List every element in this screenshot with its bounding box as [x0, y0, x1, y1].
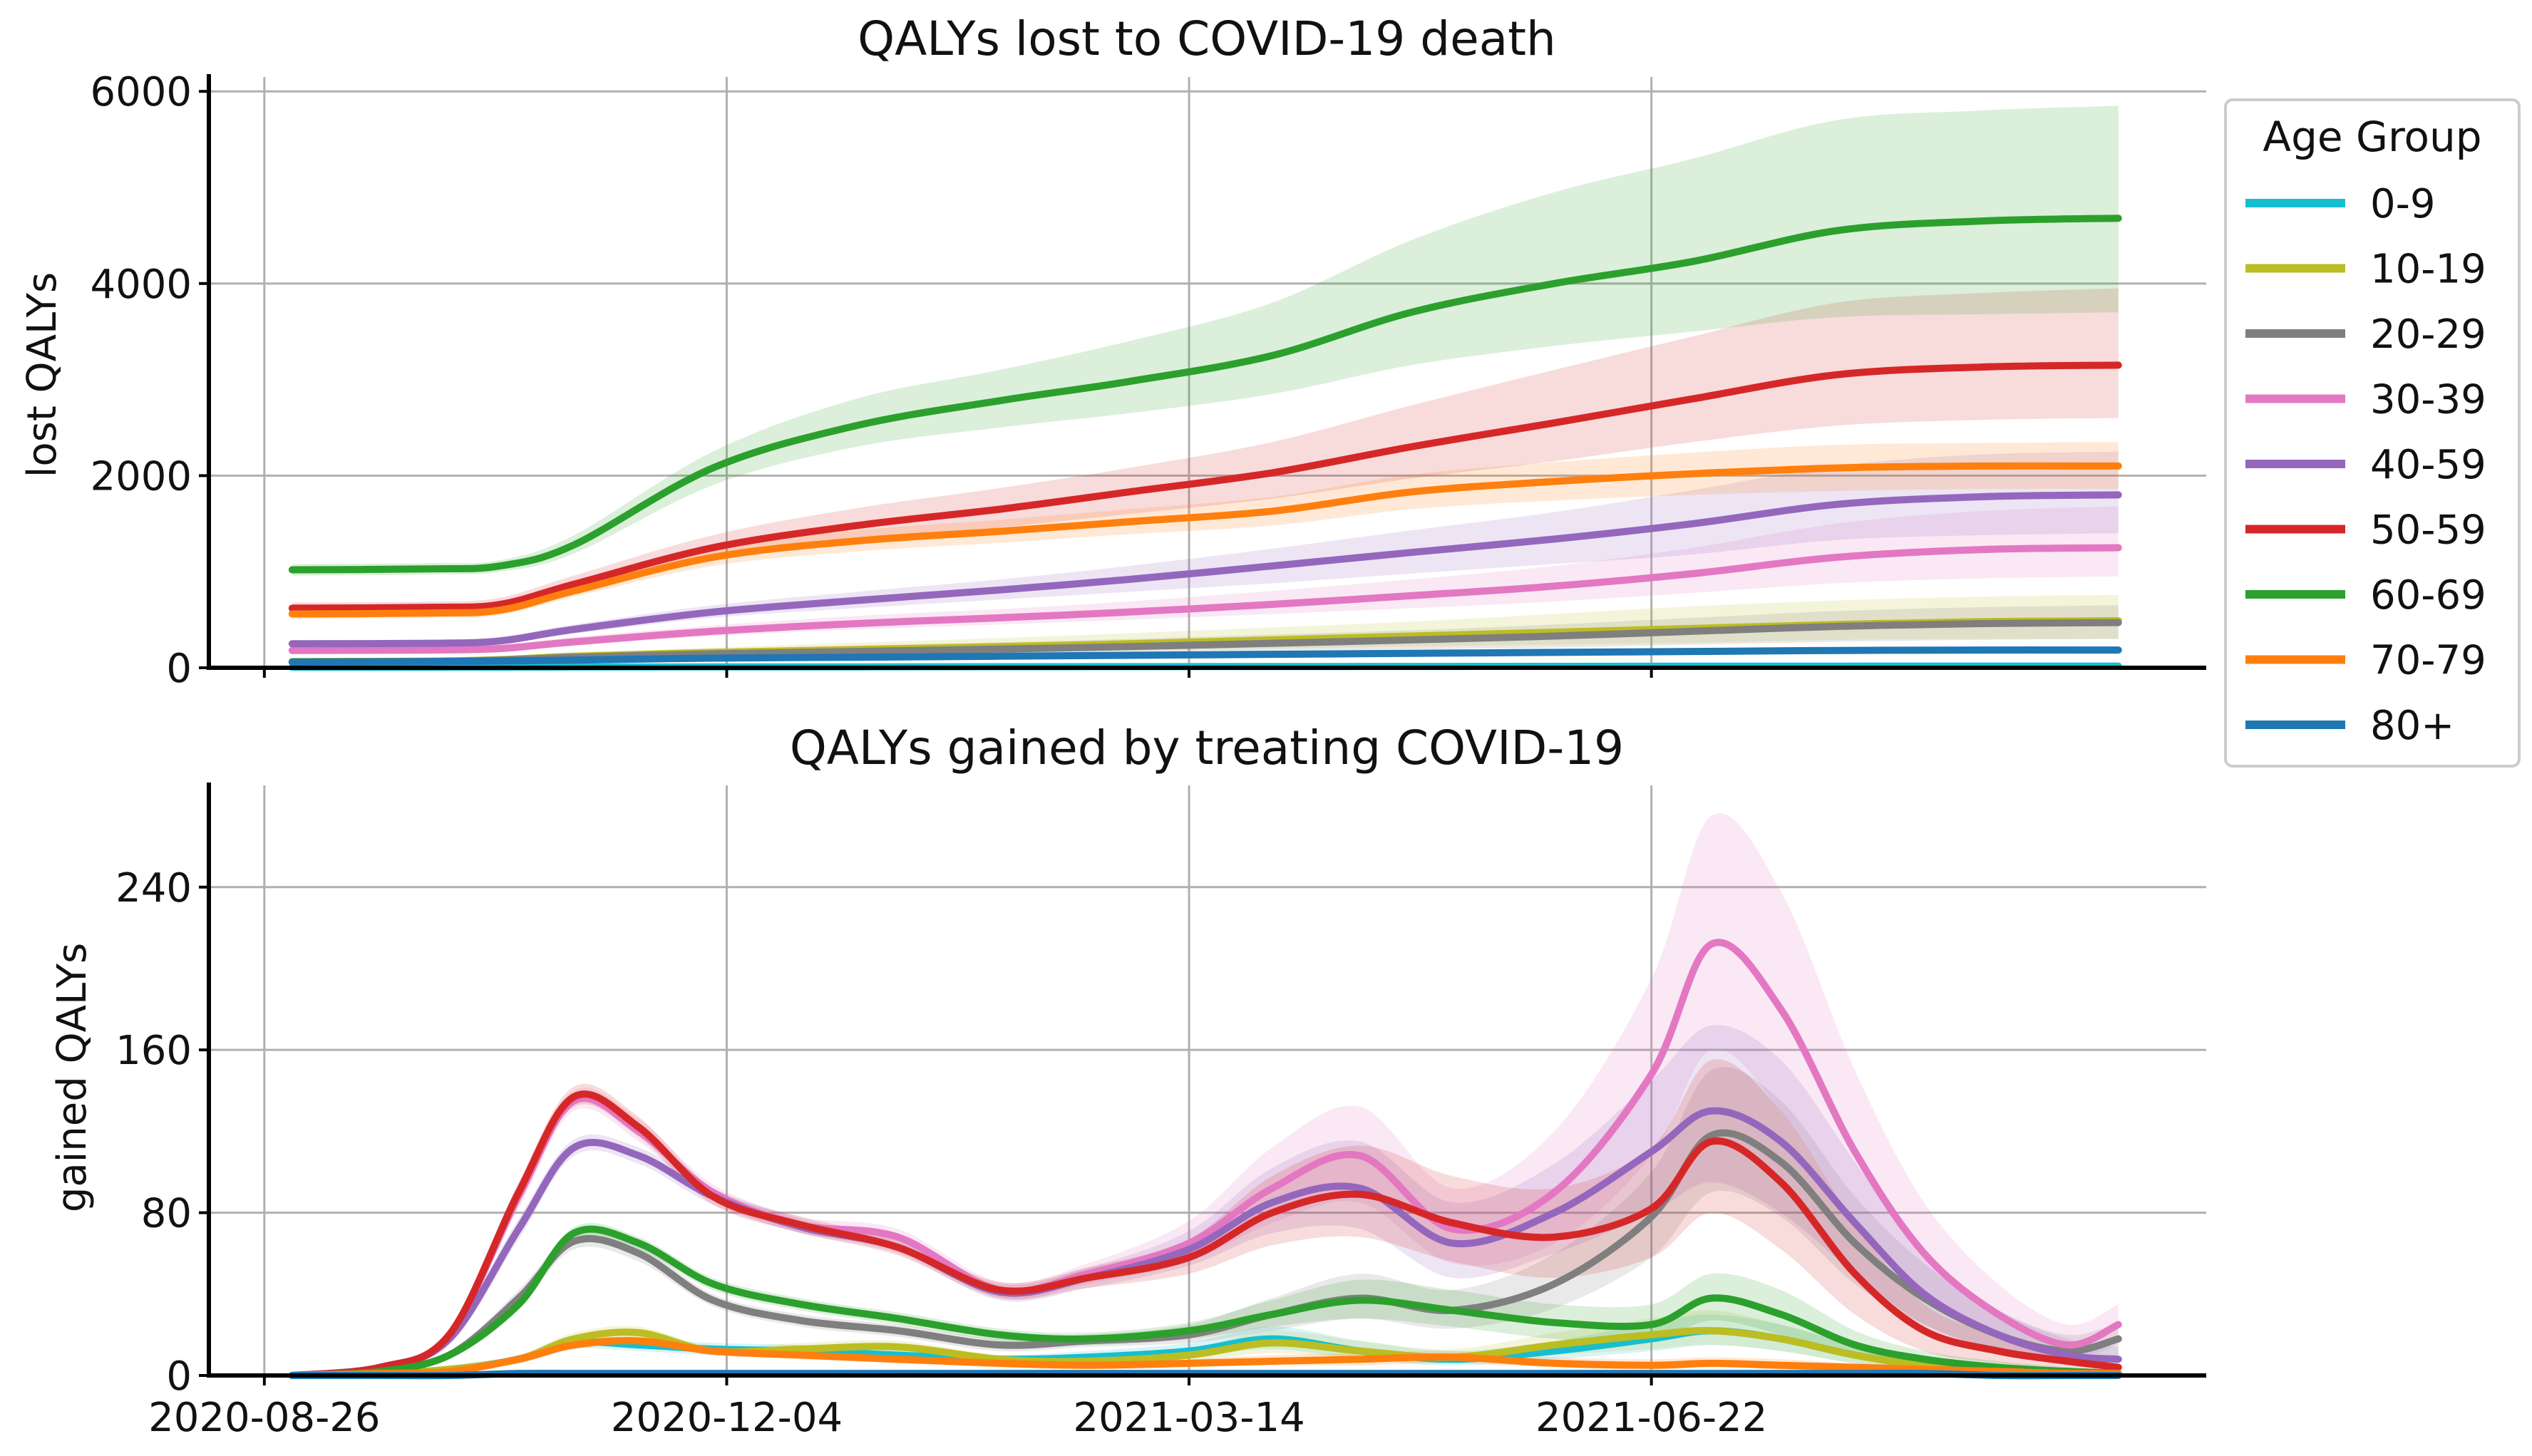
legend-entry-80plus: 80+ [2245, 703, 2454, 749]
y-tick-labels-gained: 0 80 160 240 [115, 865, 192, 1400]
legend-entry-20-29: 20-29 [2245, 311, 2486, 358]
series-line-70-79 [288, 1337, 2122, 1379]
band-50-59 [292, 288, 2119, 614]
legend-label: 50-59 [2370, 507, 2486, 554]
band-10-19 [292, 1310, 2119, 1376]
y-tick-label: 0 [166, 1353, 192, 1400]
band-40-59 [292, 451, 2119, 647]
y-tick-labels-lost: 0 2000 4000 6000 [90, 69, 192, 692]
panel-qalys-lost: QALYs lost to COVID-19 death lost QALYs … [19, 11, 2206, 692]
series-line-60-69 [288, 215, 2122, 574]
y-axis-label-lost: lost QALYs [19, 272, 66, 477]
series-line-60-69 [288, 1225, 2122, 1379]
axes-lost [199, 74, 2206, 678]
series-line-30-39 [288, 544, 2122, 654]
legend-entry-10-19: 10-19 [2245, 247, 2486, 293]
legend-label: 40-59 [2370, 442, 2486, 488]
band-10-19 [292, 594, 2119, 664]
x-tick-label: 2020-08-26 [148, 1395, 380, 1441]
y-tick-label: 2000 [90, 453, 192, 500]
series-line-40-59 [288, 1107, 2122, 1379]
band-30-39 [292, 506, 2119, 654]
band-0-9 [292, 1314, 2119, 1376]
x-tick-label: 2020-12-04 [611, 1395, 843, 1441]
axes-gained [199, 783, 2206, 1385]
legend-entry-0-9: 0-9 [2245, 181, 2435, 227]
y-tick-label: 160 [115, 1028, 192, 1074]
band-40-59 [292, 1025, 2119, 1375]
y-tick-label: 0 [166, 646, 192, 692]
legend-label: 20-29 [2370, 311, 2486, 358]
legend: Age Group 0-9 10-19 20-29 30-39 40-59 50-59 60… [2224, 98, 2521, 768]
x-tick-label: 2021-03-14 [1073, 1395, 1304, 1441]
series-line-10-19 [288, 1327, 2122, 1379]
series-line-50-59 [288, 361, 2122, 612]
legend-label: 0-9 [2370, 181, 2435, 227]
legend-title: Age Group [2263, 113, 2481, 161]
band-70-79 [292, 442, 2119, 619]
legend-entry-40-59: 40-59 [2245, 442, 2486, 488]
legend-label: 30-39 [2370, 377, 2486, 423]
legend-entry-30-39: 30-39 [2245, 377, 2486, 423]
y-tick-label: 4000 [90, 262, 192, 308]
panel-title-lost: QALYs lost to COVID-19 death [858, 11, 1556, 66]
y-axis-label-gained: gained QALYs [49, 943, 96, 1212]
band-50-59 [292, 1059, 2119, 1375]
legend-entry-50-59: 50-59 [2245, 507, 2486, 554]
legend-label: 10-19 [2370, 247, 2486, 293]
panel-qalys-gained: QALYs gained by treating COVID-19 gained… [49, 721, 2206, 1441]
y-tick-label: 80 [141, 1191, 192, 1237]
series-line-70-79 [288, 462, 2122, 618]
confidence-bands-gained [292, 813, 2119, 1376]
series-line-40-59 [288, 491, 2122, 648]
legend-label: 60-69 [2370, 572, 2486, 619]
y-tick-label: 240 [115, 865, 192, 912]
legend-label: 70-79 [2370, 638, 2486, 684]
x-tick-label: 2021-06-22 [1535, 1395, 1767, 1441]
legend-label: 80+ [2370, 703, 2454, 749]
legend-entry-70-79: 70-79 [2245, 638, 2486, 684]
y-tick-label: 6000 [90, 69, 192, 115]
panel-title-gained: QALYs gained by treating COVID-19 [790, 721, 1624, 775]
legend-items: 0-9 10-19 20-29 30-39 40-59 50-59 60-69 70-79 80… [2245, 181, 2486, 749]
x-tick-labels: 2020-08-26 2020-12-04 2021-03-14 2021-06-22 [148, 1395, 1767, 1441]
legend-entry-60-69: 60-69 [2245, 572, 2486, 619]
series-line-80plus [288, 646, 2122, 666]
series-line-50-59 [288, 1090, 2122, 1379]
